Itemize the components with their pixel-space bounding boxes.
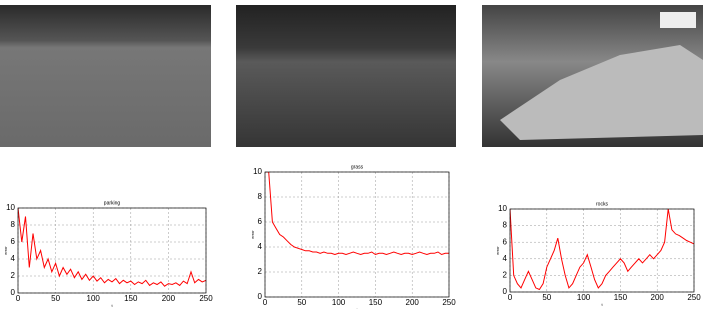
axes-box	[17, 207, 207, 294]
photo-grass	[236, 5, 456, 147]
y-tick-label: 2	[258, 267, 263, 276]
x-tick-label: 250	[199, 294, 213, 303]
y-tick-label: 4	[503, 254, 508, 263]
plot-area	[265, 172, 449, 297]
y-tick-label: 8	[11, 220, 16, 229]
chart-title: parking	[104, 200, 121, 206]
y-tick-label: 10	[253, 167, 262, 176]
y-tick-label: 10	[6, 203, 15, 212]
x-tick-label: 0	[263, 298, 268, 307]
y-tick-label: 6	[503, 237, 508, 246]
x-tick-label: 100	[87, 294, 101, 303]
axes-box	[509, 208, 695, 293]
y-tick-label: 0	[503, 287, 508, 296]
x-axis-label: t	[111, 303, 113, 308]
y-axis-label: error	[3, 246, 8, 255]
x-tick-label: 0	[16, 294, 21, 303]
chart-title: rocks	[596, 201, 608, 207]
y-tick-label: 8	[503, 221, 508, 230]
rocks-shape	[500, 45, 703, 140]
x-tick-label: 50	[51, 294, 60, 303]
chart-title: grass	[351, 164, 364, 170]
y-tick-label: 4	[11, 254, 16, 263]
x-tick-label: 250	[687, 293, 701, 302]
x-axis-label: t	[601, 302, 603, 307]
y-tick-label: 6	[258, 217, 263, 226]
x-tick-label: 0	[508, 293, 513, 302]
y-tick-label: 0	[258, 292, 263, 301]
y-tick-label: 2	[503, 271, 508, 280]
y-tick-label: 8	[258, 192, 263, 201]
x-tick-label: 250	[442, 298, 456, 307]
x-tick-label: 100	[332, 298, 346, 307]
axes-box	[264, 171, 450, 298]
data-line	[510, 209, 694, 291]
y-tick-label: 2	[11, 271, 16, 280]
x-tick-label: 200	[406, 298, 420, 307]
x-tick-label: 50	[542, 293, 551, 302]
y-tick-label: 0	[11, 288, 16, 297]
data-line	[18, 208, 206, 287]
y-axis-label: error	[250, 230, 255, 239]
data-line	[265, 172, 449, 256]
x-tick-label: 150	[614, 293, 628, 302]
y-tick-label: 6	[11, 237, 16, 246]
x-tick-label: 200	[651, 293, 665, 302]
building	[660, 12, 696, 28]
plot-area	[18, 208, 206, 293]
plot-area	[510, 209, 694, 292]
x-tick-label: 150	[124, 294, 138, 303]
y-tick-label: 10	[498, 204, 507, 213]
x-tick-label: 50	[297, 298, 306, 307]
y-axis-label: error	[495, 246, 500, 255]
y-tick-label: 4	[258, 242, 263, 251]
x-tick-label: 100	[577, 293, 591, 302]
photo-parking	[0, 5, 211, 147]
x-tick-label: 200	[162, 294, 176, 303]
x-tick-label: 150	[369, 298, 383, 307]
